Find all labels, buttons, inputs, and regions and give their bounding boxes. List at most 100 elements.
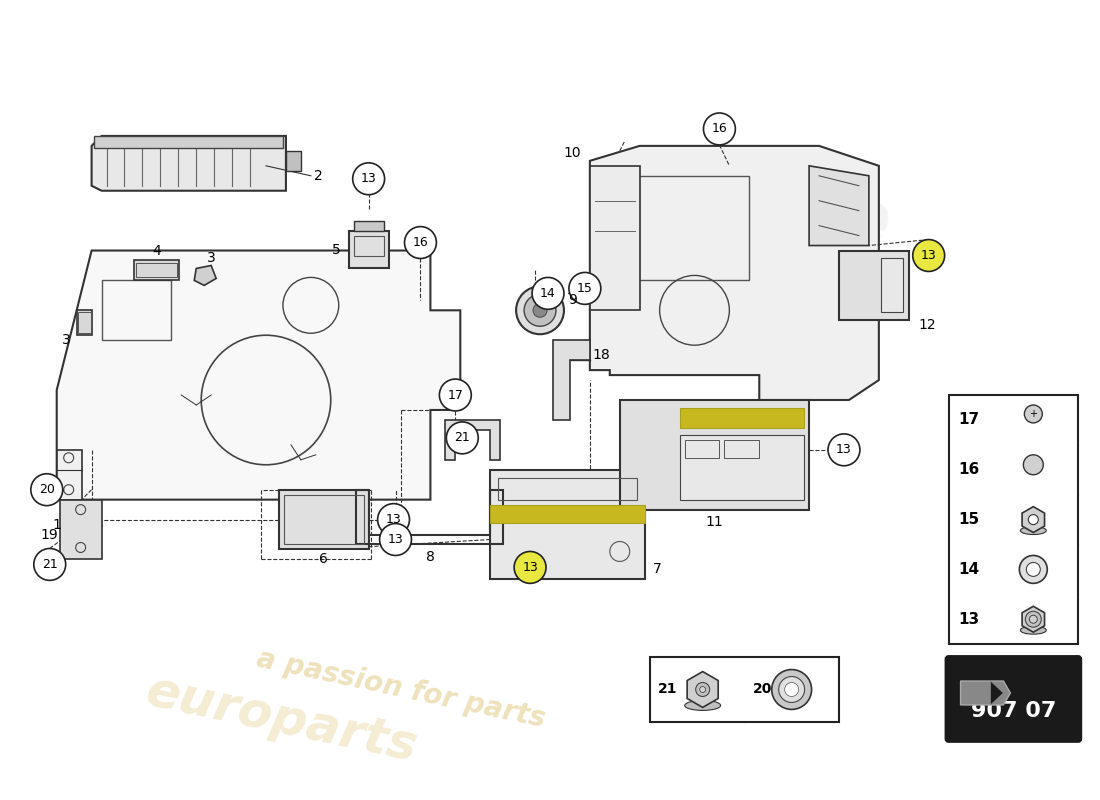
Text: 14: 14	[958, 562, 979, 577]
Circle shape	[1020, 555, 1047, 583]
Text: 17: 17	[958, 413, 979, 427]
Ellipse shape	[684, 701, 721, 710]
Polygon shape	[286, 151, 301, 170]
Polygon shape	[91, 136, 286, 190]
Text: 1: 1	[53, 518, 62, 531]
Polygon shape	[446, 420, 501, 460]
Text: 3: 3	[63, 334, 72, 347]
Text: 13: 13	[387, 533, 404, 546]
Bar	[284, 494, 364, 545]
Text: 4: 4	[152, 243, 161, 258]
Circle shape	[1025, 611, 1042, 627]
Text: 5: 5	[332, 242, 341, 257]
Polygon shape	[134, 261, 179, 281]
Text: 13: 13	[836, 443, 851, 456]
Bar	[680, 408, 804, 428]
Polygon shape	[59, 500, 101, 559]
Polygon shape	[57, 450, 81, 500]
Text: europarts: europarts	[141, 666, 421, 771]
Bar	[650, 657, 839, 722]
Circle shape	[828, 434, 860, 466]
Circle shape	[569, 273, 601, 304]
Circle shape	[524, 294, 556, 326]
Circle shape	[772, 670, 812, 710]
Circle shape	[353, 163, 385, 194]
Polygon shape	[990, 681, 1003, 705]
Text: 13: 13	[921, 249, 936, 262]
Polygon shape	[1022, 506, 1045, 533]
Circle shape	[784, 682, 799, 697]
Text: a passion for parts: a passion for parts	[254, 645, 548, 734]
Polygon shape	[57, 250, 460, 500]
Circle shape	[534, 303, 547, 318]
Text: 21: 21	[42, 558, 57, 571]
Text: 8: 8	[426, 550, 434, 565]
Circle shape	[405, 226, 437, 258]
Text: 20: 20	[39, 483, 55, 496]
Polygon shape	[839, 250, 909, 320]
Bar	[354, 235, 384, 255]
Text: 7: 7	[652, 562, 661, 577]
Text: 21: 21	[658, 682, 678, 697]
Bar	[684, 440, 719, 458]
Text: 907 07: 907 07	[970, 701, 1056, 721]
Text: 12: 12	[918, 318, 936, 332]
Circle shape	[695, 682, 710, 697]
Bar	[680, 435, 804, 500]
Bar	[491, 505, 645, 522]
Text: 21: 21	[454, 431, 470, 444]
Text: 16: 16	[712, 122, 727, 135]
Text: 10: 10	[563, 146, 581, 160]
Bar	[498, 478, 637, 500]
Polygon shape	[195, 266, 217, 286]
Polygon shape	[590, 146, 879, 400]
Polygon shape	[810, 166, 869, 246]
Circle shape	[1030, 615, 1037, 623]
Circle shape	[516, 286, 564, 334]
Polygon shape	[619, 400, 810, 510]
Polygon shape	[349, 230, 388, 269]
Text: 9: 9	[568, 294, 576, 307]
Polygon shape	[491, 470, 645, 579]
Polygon shape	[279, 490, 368, 550]
Circle shape	[1024, 405, 1043, 423]
Text: 19: 19	[41, 527, 58, 542]
Text: 13: 13	[361, 172, 376, 186]
Polygon shape	[77, 310, 91, 335]
Text: 16: 16	[958, 462, 979, 478]
Circle shape	[532, 278, 564, 310]
Circle shape	[913, 239, 945, 271]
Circle shape	[1028, 514, 1038, 525]
Polygon shape	[1022, 606, 1045, 632]
Text: 13: 13	[386, 513, 402, 526]
Polygon shape	[688, 671, 718, 707]
Bar	[725, 440, 759, 458]
Bar	[881, 258, 903, 312]
Text: 13: 13	[522, 561, 538, 574]
Circle shape	[1023, 455, 1043, 474]
Text: 2: 2	[314, 169, 322, 182]
Text: 16: 16	[412, 236, 428, 249]
Ellipse shape	[1021, 626, 1046, 634]
Polygon shape	[590, 166, 640, 310]
Text: +: +	[1030, 409, 1037, 419]
Circle shape	[31, 474, 63, 506]
Text: 14: 14	[540, 287, 556, 300]
Circle shape	[379, 523, 411, 555]
Text: 17: 17	[448, 389, 463, 402]
Text: 13: 13	[958, 612, 979, 626]
Text: euroe
parts: euroe parts	[601, 141, 898, 360]
Circle shape	[377, 504, 409, 535]
Circle shape	[514, 551, 546, 583]
Polygon shape	[553, 340, 590, 420]
Text: 18: 18	[593, 348, 611, 362]
Circle shape	[704, 113, 736, 145]
FancyBboxPatch shape	[946, 656, 1081, 742]
Circle shape	[779, 677, 804, 702]
Text: 6: 6	[319, 553, 328, 566]
Ellipse shape	[1021, 526, 1046, 534]
Polygon shape	[354, 221, 384, 230]
Text: 15: 15	[958, 512, 979, 527]
Text: 11: 11	[705, 514, 724, 529]
Bar	[94, 136, 283, 148]
